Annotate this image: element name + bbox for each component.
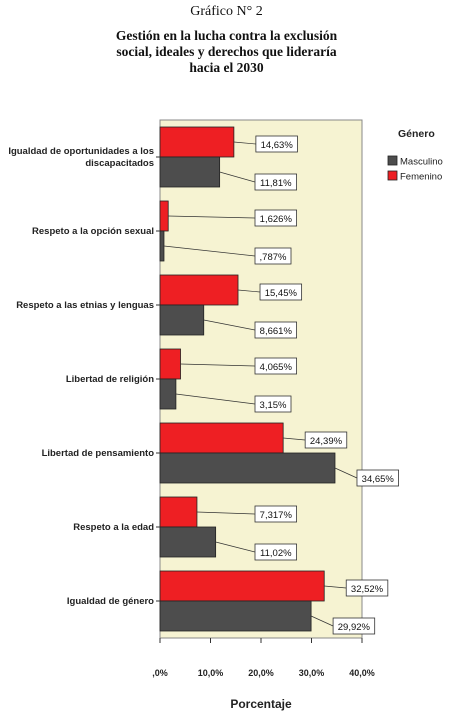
category-label-1: Respeto a la opción sexual [32, 226, 154, 237]
data-label-box-masculino-3 [254, 395, 292, 413]
data-label-box-masculino-0 [254, 173, 297, 191]
data-label-femenino-6: 32,52% [351, 584, 384, 595]
legend-swatch-femenino [387, 170, 398, 181]
data-label-femenino-3: 4,065% [260, 362, 293, 373]
x-tick-label-0: ,0% [152, 668, 168, 678]
data-label-masculino-3: 3,15% [260, 400, 287, 411]
leader-line-masculino-4 [334, 467, 358, 479]
leader-line-femenino-4 [283, 437, 306, 441]
bar-masculino-1 [159, 230, 165, 262]
x-tick-label-4: 40,0% [349, 668, 375, 678]
category-label-3: Libertad de religión [66, 374, 154, 385]
data-label-femenino-5: 7,317% [260, 510, 293, 521]
data-label-femenino-1: 1,626% [260, 214, 293, 225]
figure-caption: Gráfico N° 2 [190, 4, 263, 19]
x-axis: ,0% 10,0% 20,0% 30,0% 40,0% [152, 638, 375, 678]
bar-femenino-1 [159, 200, 169, 232]
leader-line-masculino-5 [215, 541, 256, 553]
data-label-box-femenino-5 [254, 505, 297, 523]
data-label-masculino-0: 11,81% [260, 178, 292, 189]
leader-line-femenino-6 [324, 585, 347, 589]
data-label-masculino-4: 34,65% [362, 474, 395, 485]
category-labels: Igualdad de oportunidades a losdiscapaci… [8, 146, 160, 607]
legend-label-femenino: Femenino [400, 172, 442, 183]
bar-masculino-0 [159, 156, 221, 188]
leader-line-masculino-2 [203, 319, 256, 331]
bar-masculino-6 [159, 600, 312, 632]
data-label-box-masculino-6 [332, 617, 376, 635]
chart-title: Gestión en la lucha contra la exclusión … [60, 28, 393, 76]
bar-masculino-2 [159, 304, 205, 336]
legend-title: Género [398, 128, 435, 140]
data-label-box-masculino-2 [254, 321, 297, 339]
bar-femenino-3 [159, 348, 181, 380]
legend-swatch-masculino [387, 155, 398, 166]
x-tick-label-1: 10,0% [198, 668, 224, 678]
data-label-box-masculino-5 [254, 543, 297, 561]
data-label-box-femenino-3 [254, 357, 297, 375]
data-label-box-masculino-1 [254, 247, 292, 265]
legend-label-masculino: Masculino [400, 157, 443, 168]
bar-femenino-4 [159, 422, 284, 454]
bar-masculino-4 [159, 452, 336, 484]
leader-line-masculino-0 [219, 171, 256, 183]
data-label-box-masculino-4 [356, 469, 399, 487]
leader-line-femenino-1 [168, 215, 256, 219]
legend: Género Masculino Femenino [387, 128, 443, 183]
x-axis-label: Porcentaje [230, 697, 292, 711]
bar-femenino-5 [159, 496, 198, 528]
bar-femenino-0 [159, 126, 235, 158]
data-label-femenino-2: 15,45% [265, 288, 298, 299]
leader-line-masculino-6 [310, 615, 334, 627]
data-label-masculino-5: 11,02% [260, 548, 292, 559]
bars-group: 14,63% 11,81% 1,626% ,787% 15,45% 8,661% 4,065… [159, 126, 399, 635]
leader-line-femenino-3 [180, 363, 256, 367]
data-label-masculino-2: 8,661% [260, 326, 293, 337]
bar-masculino-5 [159, 526, 217, 558]
data-label-box-femenino-0 [255, 135, 298, 153]
leader-line-masculino-3 [175, 393, 256, 405]
category-label-6: Igualdad de género [67, 596, 154, 607]
leader-line-femenino-2 [237, 289, 261, 293]
data-label-femenino-4: 24,39% [310, 436, 343, 447]
leader-line-masculino-1 [163, 245, 256, 257]
bar-femenino-2 [159, 274, 239, 306]
leader-line-femenino-5 [196, 511, 256, 515]
category-label-5: Respeto a la edad [73, 522, 154, 533]
category-label-0-line-1: discapacitados [85, 158, 154, 169]
data-label-box-femenino-6 [345, 579, 389, 597]
chart-title-line-3: hacia el 2030 [189, 60, 264, 75]
category-label-4: Libertad de pensamiento [42, 448, 155, 459]
x-tick-label-2: 20,0% [248, 668, 274, 678]
chart-title-line-1: Gestión en la lucha contra la exclusión [115, 28, 338, 43]
x-tick-label-3: 30,0% [299, 668, 325, 678]
bar-masculino-3 [159, 378, 177, 410]
chart-title-line-2: social, ideales y derechos que lideraría [116, 44, 337, 59]
data-label-box-femenino-2 [259, 283, 303, 301]
data-label-box-femenino-4 [304, 431, 348, 449]
leader-line-femenino-0 [233, 141, 256, 145]
data-label-box-femenino-1 [254, 209, 297, 227]
category-label-0-line-0: Igualdad de oportunidades a los [8, 146, 154, 157]
category-label-2: Respeto a las etnias y lenguas [16, 300, 154, 311]
data-label-femenino-0: 14,63% [261, 140, 294, 151]
bar-femenino-6 [159, 570, 325, 602]
data-label-masculino-6: 29,92% [338, 622, 371, 633]
data-label-masculino-1: ,787% [260, 252, 287, 263]
